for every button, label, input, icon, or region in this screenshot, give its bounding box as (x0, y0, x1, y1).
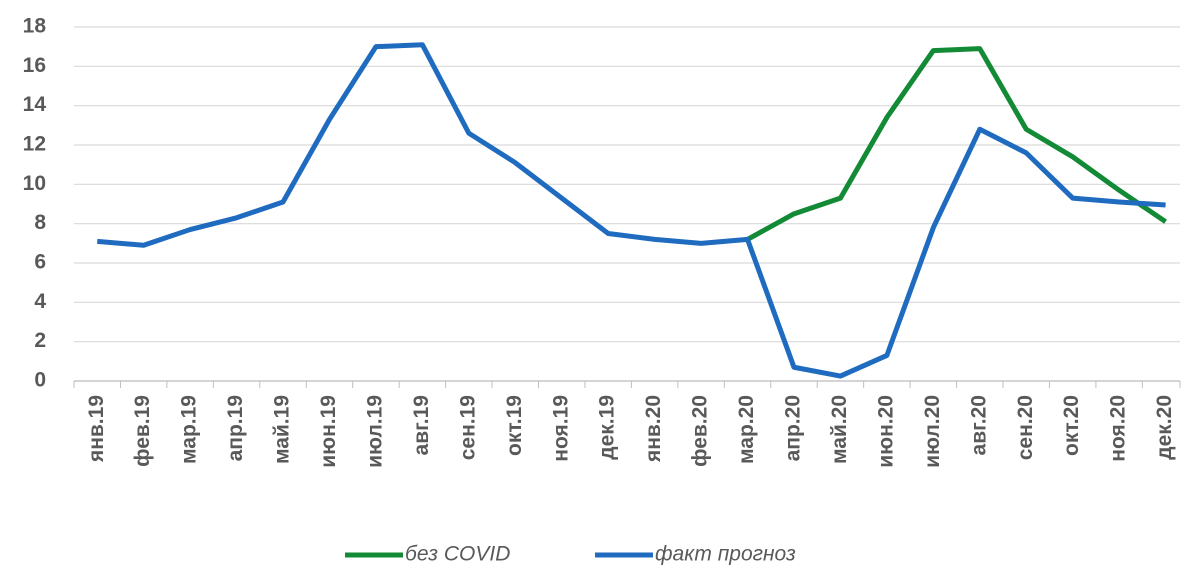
y-tick-label: 4 (34, 290, 46, 313)
line-series (746, 46, 1167, 242)
y-tick-label: 14 (23, 93, 47, 116)
x-tick-label: ноя.19 (549, 395, 572, 462)
x-tick-label: дек.20 (1153, 395, 1176, 460)
x-tick-label: сен.19 (456, 395, 479, 460)
y-tick-label: 8 (34, 211, 46, 234)
y-tick-label: 10 (23, 172, 46, 195)
x-tick-label: янв.19 (85, 395, 108, 463)
x-tick-label: окт.20 (1060, 395, 1083, 456)
y-tick-label: 18 (23, 15, 47, 38)
x-tick-label: апр.20 (782, 395, 805, 461)
x-tick-label: мар.19 (178, 395, 201, 464)
y-tick-label: 16 (23, 54, 46, 77)
x-tick-label: мар.20 (735, 395, 758, 464)
y-tick-label: 2 (34, 329, 46, 352)
x-tick-label: авг.20 (967, 395, 990, 455)
x-tick-label: апр.19 (224, 395, 247, 461)
x-tick-label: ноя.20 (1107, 395, 1130, 462)
x-tick-label: май.20 (828, 395, 851, 464)
y-tick-label: 12 (23, 133, 46, 156)
line-series (97, 42, 1166, 379)
x-tick-label: сен.20 (1014, 395, 1037, 460)
x-tick-label: окт.19 (503, 395, 526, 456)
x-tick-label: июл.19 (363, 395, 386, 468)
x-tick-label: фев.20 (689, 395, 712, 467)
x-tick-label: июн.19 (317, 395, 340, 468)
x-tick-label: июл.20 (921, 395, 944, 468)
legend-label: факт прогноз (655, 543, 796, 566)
x-tick-label: янв.20 (642, 395, 665, 463)
legend-label: без COVID (405, 543, 510, 566)
y-tick-label: 0 (34, 369, 46, 392)
x-tick-label: фев.19 (131, 395, 154, 467)
x-tick-label: дек.19 (596, 395, 619, 460)
x-tick-label: май.19 (271, 395, 294, 464)
x-tick-label: июн.20 (874, 395, 897, 468)
x-tick-label: авг.19 (410, 395, 433, 455)
y-tick-label: 6 (34, 251, 46, 274)
